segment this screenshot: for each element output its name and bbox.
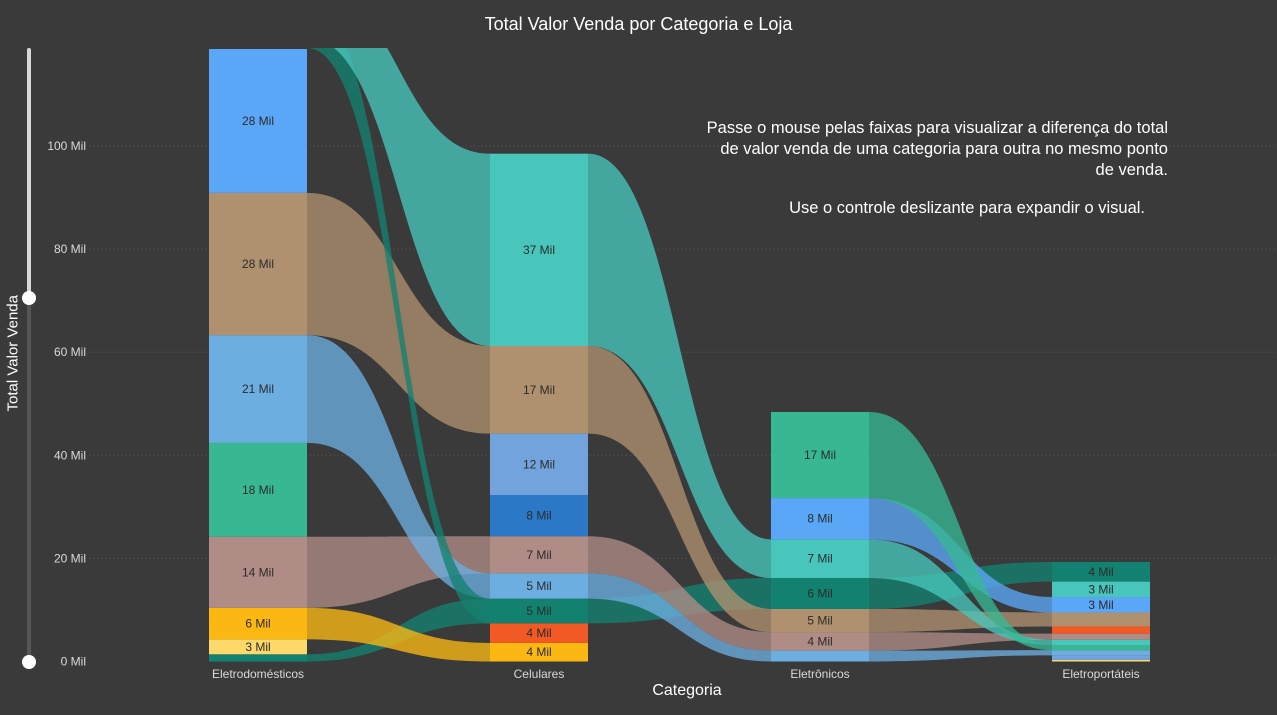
chart-title: Total Valor Venda por Categoria e Loja — [484, 14, 793, 34]
segment-value-label: 4 Mil — [526, 626, 551, 640]
zoom-slider-range[interactable] — [27, 48, 31, 298]
bar-segment[interactable] — [490, 494, 588, 537]
bar-segment[interactable] — [209, 49, 307, 193]
bar-segment[interactable] — [490, 433, 588, 495]
segment-value-label: 5 Mil — [526, 579, 551, 593]
bar-segment[interactable] — [209, 335, 307, 443]
segment-value-label: 3 Mil — [1088, 582, 1113, 596]
y-tick-label: 100 Mil — [47, 139, 86, 153]
segment-labels: 3 Mil 6 Mil 14 Mil 18 Mil 21 Mil 28 Mil 28 Mil… — [242, 114, 1114, 659]
bar-segment[interactable] — [209, 442, 307, 537]
bar-segment[interactable] — [209, 654, 307, 662]
bar-segment[interactable] — [771, 498, 869, 540]
y-tick-label: 40 Mil — [54, 448, 86, 462]
bar-segment[interactable] — [490, 598, 588, 624]
y-tick-label: 20 Mil — [54, 551, 86, 565]
bar-segment[interactable] — [490, 642, 588, 662]
bar-segment[interactable] — [209, 192, 307, 336]
bar-segment[interactable] — [1052, 650, 1150, 656]
bar-segment[interactable] — [1052, 633, 1150, 640]
ribbons — [307, 0, 1052, 662]
segment-value-label: 28 Mil — [242, 257, 274, 271]
y-tick-label: 0 Mil — [61, 655, 86, 669]
bar-segment[interactable] — [771, 577, 869, 609]
bar-segment[interactable] — [209, 536, 307, 608]
bar-segment[interactable] — [209, 607, 307, 640]
bar-segment[interactable] — [771, 608, 869, 633]
ribbon-s3[interactable] — [588, 573, 771, 662]
bar-segment[interactable] — [1052, 645, 1150, 651]
x-tick-label: Eletroportáteis — [1062, 667, 1139, 681]
segment-value-label: 14 Mil — [242, 565, 274, 579]
ribbon-offscale-s9[interactable] — [307, 0, 490, 346]
segment-value-label: 4 Mil — [1088, 565, 1113, 579]
stacked-bars — [209, 49, 1150, 662]
ribbon-s3[interactable] — [869, 650, 1052, 662]
bar-segment[interactable] — [1052, 597, 1150, 613]
bar-segment[interactable] — [1052, 655, 1150, 660]
x-tick-label: Eletrônicos — [790, 667, 849, 681]
ribbon-s5[interactable] — [588, 536, 771, 651]
ribbon-s8[interactable] — [869, 561, 1052, 609]
segment-value-label: 12 Mil — [523, 457, 555, 471]
segment-value-label: 7 Mil — [807, 552, 832, 566]
segment-value-label: 3 Mil — [1088, 598, 1113, 612]
segment-value-label: 5 Mil — [526, 604, 551, 618]
y-tick-label: 60 Mil — [54, 345, 86, 359]
ribbon-s2[interactable] — [869, 608, 1052, 633]
x-axis-ticks: Eletrodomésticos Celulares Eletrônicos Elet… — [212, 667, 1140, 681]
x-tick-label: Celulares — [514, 667, 565, 681]
segment-value-label: 8 Mil — [807, 512, 832, 526]
segment-value-label: 28 Mil — [242, 114, 274, 128]
segment-value-label: 4 Mil — [526, 645, 551, 659]
y-axis-ticks: 0 Mil 20 Mil 40 Mil 60 Mil 80 Mil 100 Mil — [47, 139, 86, 669]
y-tick-label: 80 Mil — [54, 242, 86, 256]
segment-value-label: 6 Mil — [245, 617, 270, 631]
ribbon-s2[interactable] — [588, 345, 771, 633]
ribbon-s6[interactable] — [307, 607, 490, 662]
bar-segment[interactable] — [490, 345, 588, 434]
segment-value-label: 21 Mil — [242, 382, 274, 396]
bar-segment[interactable] — [771, 650, 869, 662]
segment-value-label: 18 Mil — [242, 483, 274, 497]
zoom-slider-lower-handle[interactable] — [22, 655, 36, 669]
bar-segment[interactable] — [1052, 639, 1150, 646]
segment-value-label: 8 Mil — [526, 509, 551, 523]
segment-value-label: 17 Mil — [804, 448, 836, 462]
bar-segment[interactable] — [490, 623, 588, 643]
y-axis-title: Total Valor Venda — [4, 295, 22, 412]
bar-segment[interactable] — [1052, 626, 1150, 634]
hover-instruction: Passe o mouse pelas faixas para visualiz… — [706, 119, 1168, 179]
zoom-slider-track[interactable] — [27, 48, 31, 662]
bar-segment[interactable] — [1052, 581, 1150, 598]
bar-segment[interactable] — [1052, 612, 1150, 627]
x-tick-label: Eletrodomésticos — [212, 667, 304, 681]
segment-value-label: 17 Mil — [523, 383, 555, 397]
ribbon-s3[interactable] — [307, 335, 490, 599]
ribbon-s9[interactable] — [588, 153, 771, 578]
segment-value-label: 3 Mil — [245, 640, 270, 654]
bar-segment[interactable] — [490, 153, 588, 346]
bar-segment[interactable] — [209, 639, 307, 655]
bar-segment[interactable] — [771, 632, 869, 651]
slider-instruction: Use o controle deslizante para expandir … — [789, 199, 1145, 217]
zoom-slider-upper-handle[interactable] — [22, 291, 36, 305]
ribbon-s4[interactable] — [869, 411, 1052, 651]
bar-segment[interactable] — [1052, 659, 1150, 662]
bar-segment[interactable] — [771, 411, 869, 499]
ribbon-s9[interactable] — [869, 539, 1052, 646]
bar-segment[interactable] — [490, 573, 588, 599]
segment-value-label: 7 Mil — [526, 548, 551, 562]
segment-value-label: 37 Mil — [523, 243, 555, 257]
x-axis-title: Categoria — [652, 682, 722, 699]
segment-value-label: 4 Mil — [807, 634, 832, 648]
bar-segment[interactable] — [1052, 561, 1150, 582]
bar-segment[interactable] — [490, 536, 588, 574]
segment-value-label: 6 Mil — [807, 586, 832, 600]
bar-segment[interactable] — [771, 539, 869, 578]
segment-value-label: 5 Mil — [807, 614, 832, 628]
